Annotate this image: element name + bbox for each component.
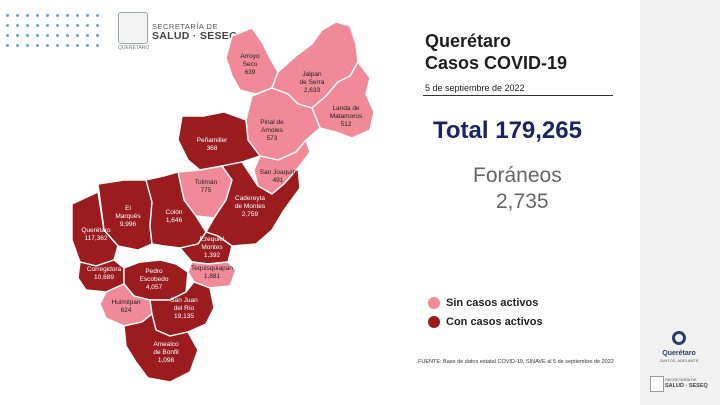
municipality-label-pedro-escobedo: Pedro Escobedo 4,057 <box>140 268 169 291</box>
foraneos-value: 2,735 <box>496 190 549 213</box>
small-crest-icon <box>650 376 664 392</box>
queretaro-brand-icon <box>672 331 686 345</box>
state-crest-icon <box>118 12 148 44</box>
municipality-label-colon: Colón 1,646 <box>166 209 183 224</box>
seseq-logo: SECRETARÍA DE SALUD · SESEQ QUERÉTARO <box>118 12 238 51</box>
municipality-label-san-joaquin: San Joaquín 491 <box>260 169 297 184</box>
brand-name: Querétaro <box>662 350 696 357</box>
foraneos-label: Foráneos <box>473 164 562 187</box>
municipality-label-corregidora: Corregidora 10,689 <box>87 266 122 281</box>
municipality-label-el-marques: El Marqués 9,996 <box>115 205 141 228</box>
brand-salud: SALUD · SESEQ <box>665 383 708 389</box>
municipality-label-jalpan: Jalpan de Serra 2,633 <box>300 71 325 94</box>
municipality-label-ezequiel: Ezequiel Montes 1,392 <box>200 236 225 259</box>
municipality-label-landa: Landa de Matamoros 512 <box>330 105 363 128</box>
municipality-label-penamiller: Peñamiller 368 <box>197 137 229 152</box>
legend-swatch-inactive <box>428 297 440 309</box>
total-cases: Total 179,265 <box>433 117 582 144</box>
municipality-label-cadereyta: Cadereyta de Montes 2,759 <box>235 195 266 218</box>
municipality-label-pinal: Pinal de Amoles 573 <box>260 119 284 142</box>
logo-line-secretaria: SECRETARÍA DE <box>152 22 218 31</box>
municipality-penamiller <box>177 111 261 171</box>
municipality-label-toliman: Tolimán 775 <box>195 179 218 194</box>
municipality-cadereyta <box>205 161 301 247</box>
brand-secretaria: SECRETARÍA DE <box>665 377 697 382</box>
logo-line-salud: SALUD · SESEQ <box>152 30 238 42</box>
municipality-label-queretaro: Querétaro 117,362 <box>81 227 111 242</box>
legend-label-active: Con casos activos <box>446 316 543 328</box>
report-date: 5 de septiembre de 2022 <box>425 83 525 93</box>
municipality-label-arroyo-seco: Arroyo Seco 639 <box>240 53 260 76</box>
municipality-amealco <box>123 313 199 383</box>
municipality-label-huimilpan: Huimilpan 624 <box>112 299 141 314</box>
municipality-label-san-juan: San Juan del Río 19,135 <box>170 297 198 320</box>
logo-line-queretaro: QUERÉTARO <box>118 45 150 51</box>
municipality-label-tequisquiapan: Tequisquiapan 1,881 <box>191 265 233 280</box>
brand-tagline: JUNTOS, ADELANTE <box>659 358 699 363</box>
legend-swatch-active <box>428 316 440 328</box>
source-note: FUENTE: Base de datos estatal COVID-19, … <box>418 359 614 365</box>
date-divider <box>423 95 613 96</box>
decorative-dot-grid <box>6 14 101 50</box>
legend-label-inactive: Sin casos activos <box>446 297 539 309</box>
municipality-tequisquiapan <box>187 261 237 289</box>
page-title-subject: Casos COVID-19 <box>425 53 568 73</box>
page-title-state: Querétaro <box>425 31 512 51</box>
municipality-label-amealco: Amealco de Bonfil 1,098 <box>153 341 179 364</box>
